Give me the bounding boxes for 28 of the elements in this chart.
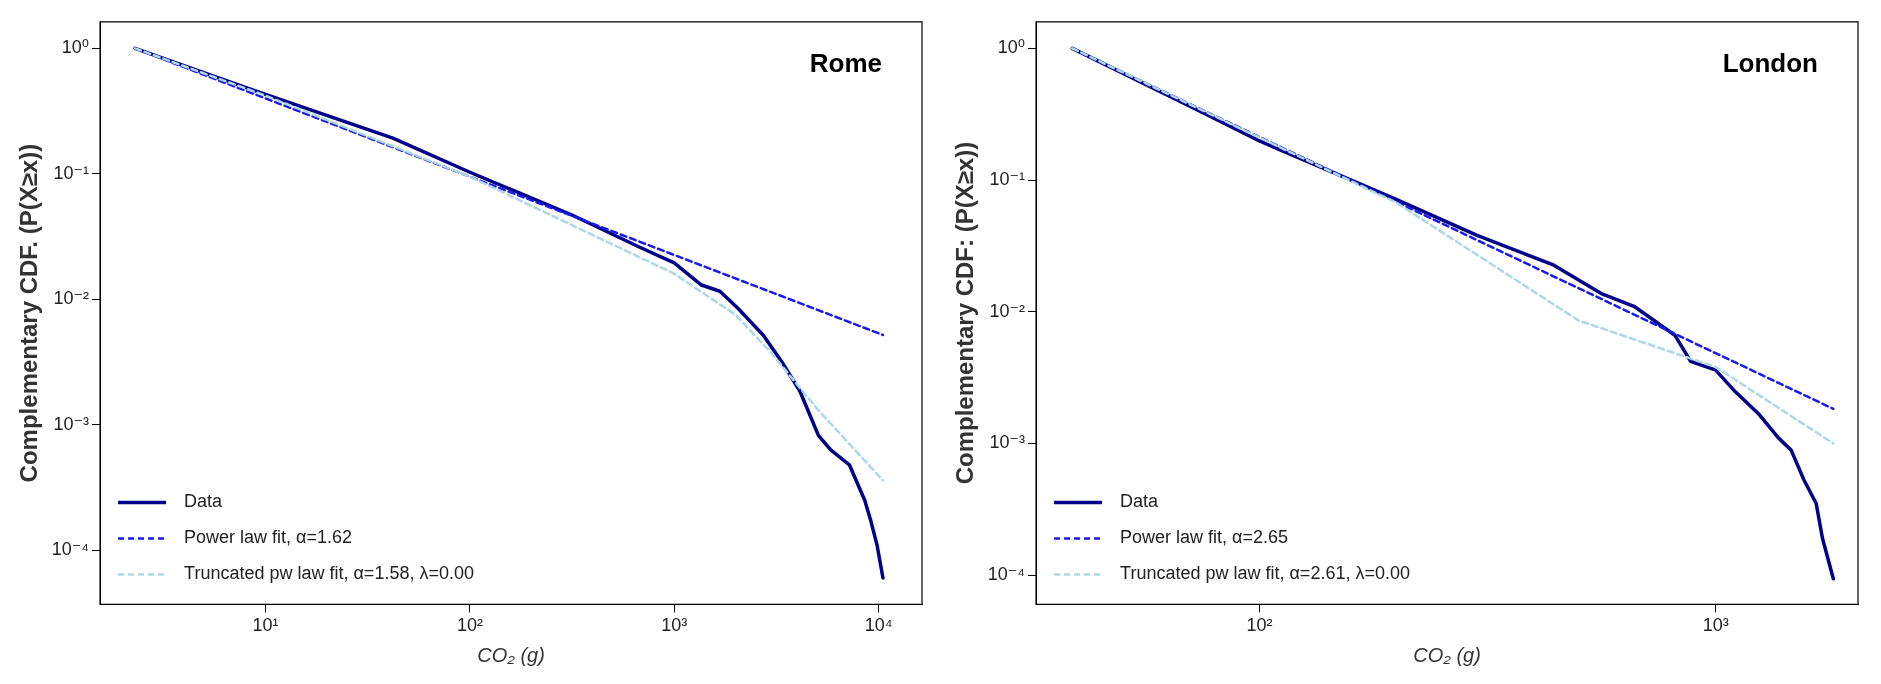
x-tick-label: 10¹ xyxy=(252,615,279,636)
legend-label: Truncated pw law fit, α=2.61, λ=0.00 xyxy=(1120,563,1410,584)
y-tick-label: 10⁻² xyxy=(989,300,1026,321)
legend-label: Data xyxy=(184,491,224,512)
y-axis-title: Complementary CDF: (P(X≥x)) xyxy=(951,141,979,485)
x-tick-label: 10³ xyxy=(661,615,688,636)
y-tick-label: 10⁻⁴ xyxy=(51,539,90,560)
x-tick-label: 10² xyxy=(456,615,483,636)
y-tick-label: 10⁻² xyxy=(53,288,90,309)
y-tick-label: 10⁻¹ xyxy=(989,169,1026,190)
y-tick-label: 10⁻¹ xyxy=(53,162,90,183)
x-axis-title: CO₂ (g) xyxy=(1413,643,1481,666)
y-tick-label: 10⁻³ xyxy=(989,432,1026,453)
y-tick-label: 10⁰ xyxy=(61,37,90,58)
legend-label: Power law fit, α=1.62 xyxy=(184,527,353,548)
text: Rome xyxy=(809,47,882,78)
y-axis-title: Complementary CDF. (P(X≥x)) xyxy=(15,143,43,483)
x-axis-title: CO₂ (g) xyxy=(477,643,545,666)
y-tick-label: 10⁻⁴ xyxy=(987,564,1026,585)
text: London xyxy=(1722,47,1818,78)
x-tick-label: 10³ xyxy=(1702,615,1729,636)
legend-label: Data xyxy=(1120,491,1160,512)
x-tick-label: 10⁴ xyxy=(864,615,893,636)
x-tick-label: 10² xyxy=(1246,615,1273,636)
legend-label: Truncated pw law fit, α=1.58, λ=0.00 xyxy=(184,563,474,584)
legend-label: Power law fit, α=2.65 xyxy=(1120,527,1289,548)
y-tick-label: 10⁻³ xyxy=(53,413,90,434)
y-tick-label: 10⁰ xyxy=(997,37,1026,58)
